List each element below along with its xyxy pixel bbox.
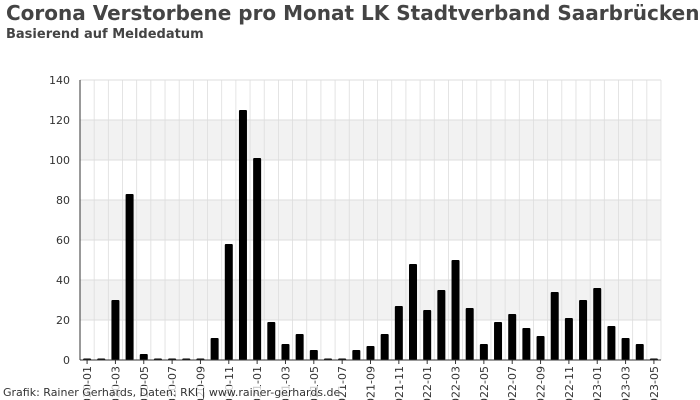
bar-2020-05: 2020-05: 3 — [139, 354, 148, 360]
bar-2022-09: 2022-09: 12 — [536, 336, 545, 360]
bar-2020-12: 2020-12: 125 — [238, 110, 247, 360]
bar-2020-11: 2020-11: 58 — [224, 244, 233, 360]
grid-band — [80, 280, 661, 320]
bar-2022-02: 2022-02: 35 — [437, 290, 446, 360]
y-axis-ticks: 0 20 40 60 80 100 120 140 — [49, 74, 70, 367]
y-tick-label: 120 — [49, 114, 70, 127]
grid-band — [80, 120, 661, 160]
x-tick-label: 2021-09 — [365, 366, 378, 400]
bar-2021-01: 2021-01: 101 — [253, 158, 262, 360]
x-tick-label: 2023-03 — [620, 366, 633, 400]
y-tick-label: 100 — [49, 154, 70, 167]
bar-2020-03: 2020-03: 30 — [111, 300, 120, 360]
x-tick-label: 2022-05 — [478, 366, 491, 400]
x-tick-label: 2022-01 — [421, 366, 434, 400]
bar-2022-04: 2022-04: 26 — [465, 308, 474, 360]
x-tick-label: 2021-11 — [393, 366, 406, 400]
bar-2021-10: 2021-10: 13 — [380, 334, 389, 360]
y-tick-label: 40 — [56, 274, 70, 287]
y-tick-label: 0 — [63, 354, 70, 367]
grid-band — [80, 200, 661, 240]
bar-2022-07: 2022-07: 23 — [508, 314, 517, 360]
bar-2021-09: 2021-09: 7 — [366, 346, 375, 360]
y-tick-label: 20 — [56, 314, 70, 327]
grid-bands — [80, 79, 661, 361]
bar-2020-10: 2020-10: 11 — [210, 338, 219, 360]
bar-2020-04: 2020-04: 83 — [125, 194, 134, 360]
chart-title: Corona Verstorbene pro Monat LK Stadtver… — [6, 1, 700, 25]
bar-2021-11: 2021-11: 27 — [394, 306, 403, 360]
bar-2022-03: 2022-03: 50 — [451, 260, 460, 360]
y-tick-label: 140 — [49, 74, 70, 87]
bar-2022-10: 2022-10: 34 — [550, 292, 559, 360]
bar-2021-04: 2021-04: 13 — [295, 334, 304, 360]
chart-subtitle: Basierend auf Meldedatum — [6, 27, 204, 42]
bar-2022-05: 2022-05: 8 — [479, 344, 488, 360]
credit-line: Grafik: Rainer Gerhards, Daten: RKI | ww… — [3, 386, 341, 399]
bar-2021-08: 2021-08: 5 — [352, 350, 361, 360]
bar-2021-03: 2021-03: 8 — [281, 344, 290, 360]
x-tick-label: 2022-11 — [563, 366, 576, 400]
x-tick-label: 2022-09 — [535, 366, 548, 400]
bar-2022-01: 2022-01: 25 — [423, 310, 432, 360]
bar-2022-12: 2022-12: 30 — [579, 300, 588, 360]
x-tick-label: 2023-05 — [648, 366, 661, 400]
bar-2022-08: 2022-08: 16 — [522, 328, 531, 360]
x-tick-label: 2023-01 — [591, 366, 604, 400]
x-tick-label: 2022-07 — [506, 366, 519, 400]
y-tick-label: 60 — [56, 234, 70, 247]
bar-2021-12: 2021-12: 48 — [409, 264, 418, 360]
bar-2023-03: 2023-03: 11 — [621, 338, 630, 360]
bar-2023-04: 2023-04: 8 — [635, 344, 644, 360]
x-tick-label: 2022-03 — [450, 366, 463, 400]
bar-2023-01: 2023-01: 36 — [593, 288, 602, 360]
bar-2021-05: 2021-05: 5 — [309, 350, 318, 360]
bar-2022-11: 2022-11: 21 — [564, 318, 573, 360]
y-tick-label: 80 — [56, 194, 70, 207]
bar-2023-02: 2023-02: 17 — [607, 326, 616, 360]
bar-2021-02: 2021-02: 19 — [267, 322, 276, 360]
bar-2022-06: 2022-06: 19 — [494, 322, 503, 360]
